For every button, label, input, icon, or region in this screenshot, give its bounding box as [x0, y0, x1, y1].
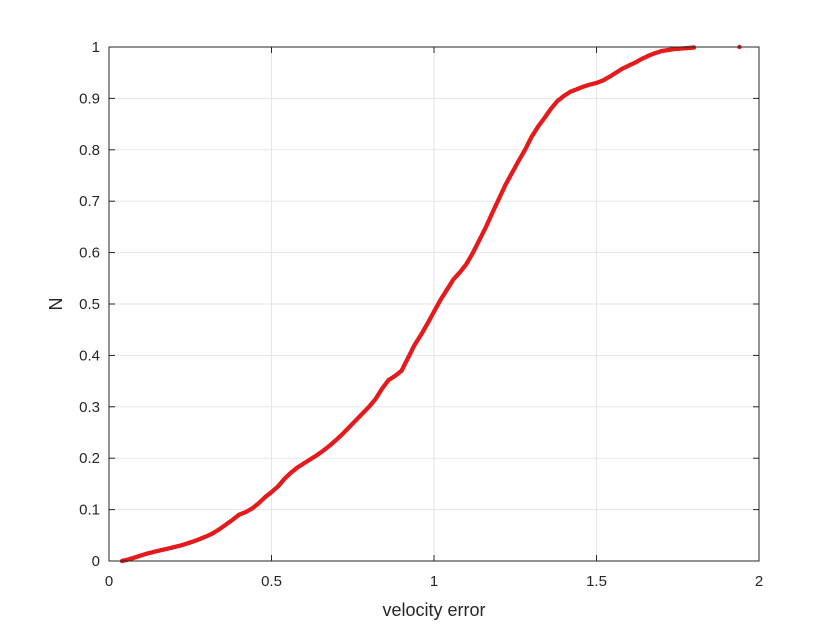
x-axis-label: velocity error: [382, 600, 485, 620]
y-tick-labels: 0 0.1 0.2 0.3 0.4 0.5 0.6 0.7 0.8 0.9 1: [79, 39, 100, 570]
x-tick-label: 2: [755, 573, 763, 590]
x-tick-label: 1: [430, 573, 438, 590]
x-tick-labels: 0 0.5 1 1.5 2: [105, 573, 763, 590]
x-tick-label: 1.5: [586, 573, 607, 590]
y-tick-label: 0.6: [79, 245, 100, 262]
x-tick-label: 0: [105, 573, 113, 590]
y-tick-label: 1: [92, 39, 100, 56]
y-tick-label: 0.1: [79, 502, 100, 519]
y-tick-label: 0.4: [79, 347, 100, 364]
y-tick-label: 0.3: [79, 399, 100, 416]
data-point: [691, 45, 697, 50]
y-tick-label: 0.2: [79, 450, 100, 467]
grid: [108, 46, 760, 562]
data-points: [119, 44, 742, 564]
y-axis-label: N: [46, 298, 66, 311]
x-tick-label: 0.5: [261, 573, 282, 590]
y-tick-label: 0.9: [79, 90, 100, 107]
y-tick-label: 0.5: [79, 296, 100, 313]
y-tick-label: 0.8: [79, 142, 100, 159]
y-tick-label: 0: [92, 553, 100, 570]
y-tick-label: 0.7: [79, 193, 100, 210]
axis-ticks: [108, 46, 760, 562]
